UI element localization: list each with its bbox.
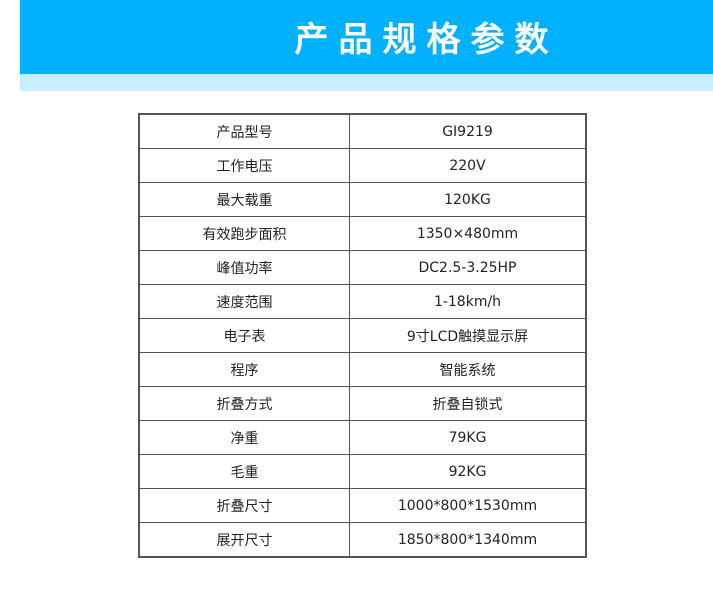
spec-label: 峰值功率 xyxy=(138,250,350,285)
table-row: 折叠方式 折叠自锁式 xyxy=(138,386,587,421)
spec-label: 毛重 xyxy=(138,454,350,489)
spec-label: 速度范围 xyxy=(138,284,350,319)
spec-value: 1350×480mm xyxy=(349,216,587,251)
spec-label: 产品型号 xyxy=(138,113,350,149)
table-row: 峰值功率 DC2.5-3.25HP xyxy=(138,250,587,285)
spec-value: 220V xyxy=(349,148,587,183)
spec-table: 产品型号 GI9219 工作电压 220V 最大载重 120KG 有效跑步面积 1350×48… xyxy=(138,113,587,558)
spec-label: 最大载重 xyxy=(138,182,350,217)
spec-label: 折叠方式 xyxy=(138,386,350,421)
spec-value: 120KG xyxy=(349,182,587,217)
spec-value: 智能系统 xyxy=(349,352,587,387)
spec-label: 净重 xyxy=(138,420,350,455)
table-row: 有效跑步面积 1350×480mm xyxy=(138,216,587,251)
table-row: 工作电压 220V xyxy=(138,148,587,183)
table-row: 产品型号 GI9219 xyxy=(138,113,587,149)
spec-label: 折叠尺寸 xyxy=(138,488,350,523)
spec-value: 79KG xyxy=(349,420,587,455)
spec-value: GI9219 xyxy=(349,113,587,149)
spec-value: 1000*800*1530mm xyxy=(349,488,587,523)
spec-label: 程序 xyxy=(138,352,350,387)
spec-label: 有效跑步面积 xyxy=(138,216,350,251)
table-row: 折叠尺寸 1000*800*1530mm xyxy=(138,488,587,523)
table-row: 程序 智能系统 xyxy=(138,352,587,387)
header-banner: 产品规格参数 xyxy=(20,0,713,74)
table-row: 速度范围 1-18km/h xyxy=(138,284,587,319)
spec-value: 1-18km/h xyxy=(349,284,587,319)
spec-label: 电子表 xyxy=(138,318,350,353)
spec-label: 工作电压 xyxy=(138,148,350,183)
spec-value: 1850*800*1340mm xyxy=(349,522,587,558)
table-row: 最大载重 120KG xyxy=(138,182,587,217)
spec-value: 92KG xyxy=(349,454,587,489)
table-row: 电子表 9寸LCD触摸显示屏 xyxy=(138,318,587,353)
table-row: 毛重 92KG xyxy=(138,454,587,489)
header-accent-band xyxy=(20,74,713,91)
spec-label: 展开尺寸 xyxy=(138,522,350,558)
table-row: 展开尺寸 1850*800*1340mm xyxy=(138,522,587,558)
spec-value: 9寸LCD触摸显示屏 xyxy=(349,318,587,353)
spec-value: 折叠自锁式 xyxy=(349,386,587,421)
spec-value: DC2.5-3.25HP xyxy=(349,250,587,285)
page-title: 产品规格参数 xyxy=(294,20,559,60)
table-row: 净重 79KG xyxy=(138,420,587,455)
